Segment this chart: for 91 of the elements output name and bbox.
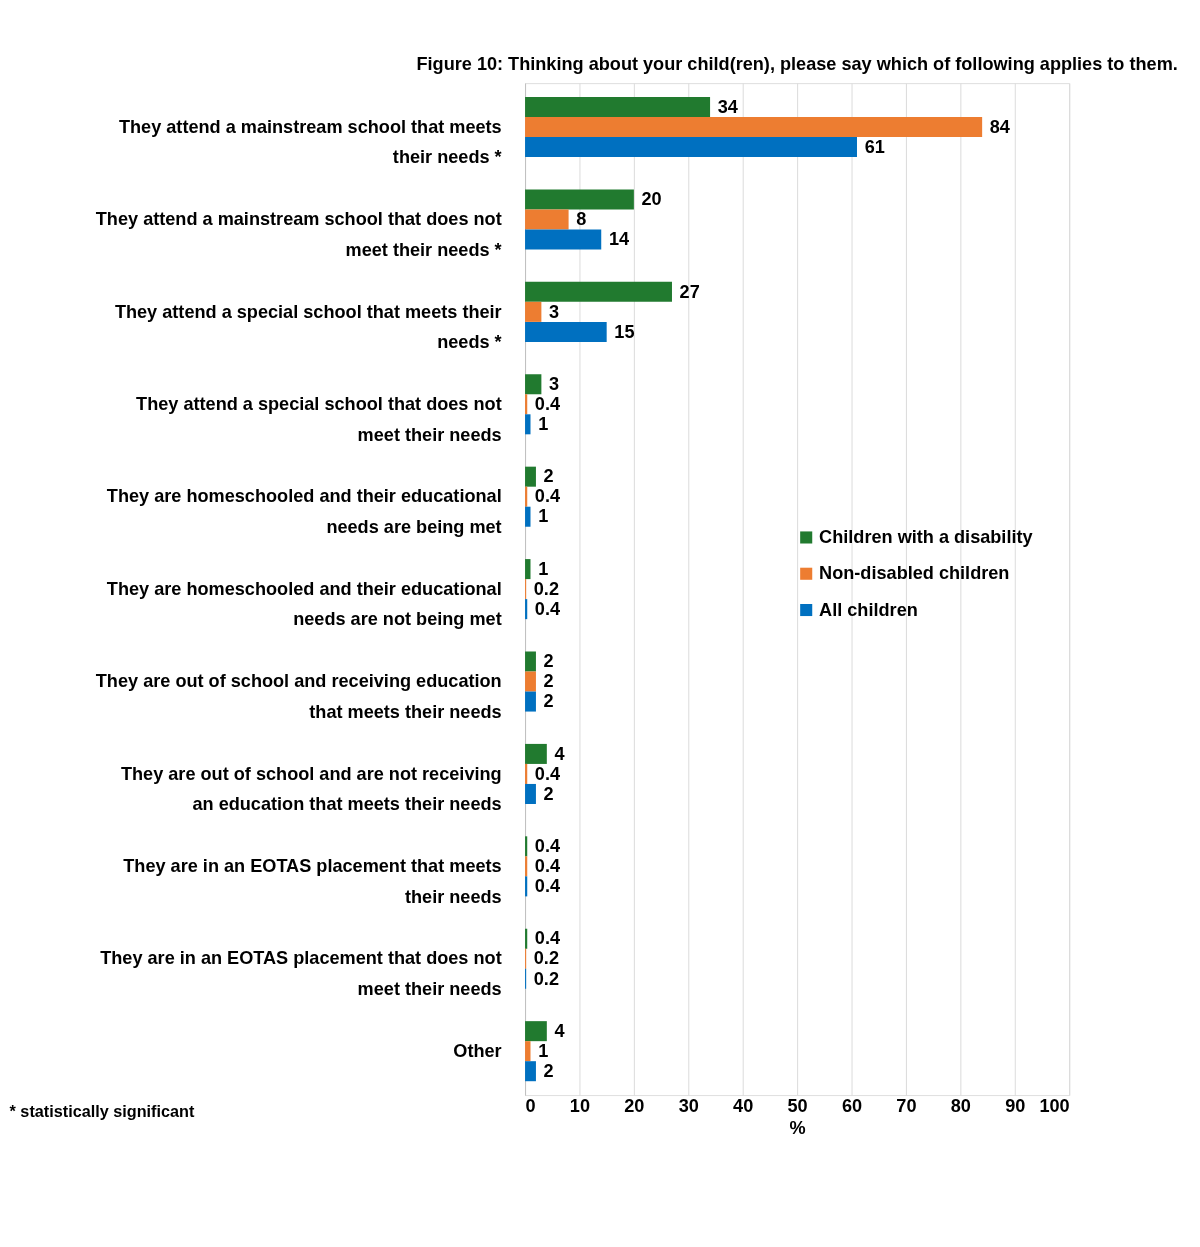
bar	[525, 229, 602, 250]
bar	[525, 394, 528, 415]
data-label: 0.4	[534, 876, 561, 897]
data-label: 2	[543, 466, 554, 487]
y-tick-label: They are homeschooled and their educational needs are being met	[106, 486, 502, 537]
data-label: 84	[989, 116, 1010, 137]
data-label: 3	[549, 373, 560, 394]
text: * statistically significant	[9, 1102, 195, 1121]
data-label: 1	[538, 414, 549, 435]
data-label: 2	[543, 651, 554, 672]
data-label: 0.4	[534, 598, 561, 619]
bar	[525, 97, 711, 118]
x-axis-title: %	[789, 1117, 806, 1138]
y-tick-label: Other	[453, 1040, 502, 1061]
bar	[525, 506, 531, 527]
bar	[525, 209, 569, 230]
data-label: 2	[543, 671, 554, 692]
bar	[525, 189, 634, 210]
bar	[525, 783, 536, 804]
data-label: 0.2	[533, 968, 559, 989]
data-label: 27	[679, 281, 700, 302]
y-tick-label: They are in an EOTAS placement that does not meet their needs	[100, 948, 502, 1000]
data-label: 3	[549, 301, 560, 322]
data-label: 0.4	[534, 856, 561, 877]
x-tick-label: 30	[678, 1095, 699, 1116]
x-tick-label: 100	[1039, 1095, 1070, 1116]
x-tick-label: 0	[525, 1095, 536, 1116]
legend-label: Non-disabled children	[819, 563, 1010, 584]
data-label: 0.4	[534, 486, 561, 507]
bar	[525, 281, 672, 302]
data-label: 34	[717, 96, 738, 117]
bar	[525, 671, 536, 692]
bar	[525, 1021, 547, 1042]
bar	[525, 1041, 531, 1062]
bar	[525, 876, 528, 897]
bar	[525, 466, 536, 487]
data-label: 1	[538, 558, 549, 579]
data-label: 15	[614, 321, 635, 342]
y-tick-label: They attend a special school that meets their needs *	[114, 301, 503, 353]
x-tick-label: 60	[841, 1095, 863, 1116]
chart-title: Figure 10: Thinking about your child(ren), please say which of following applies to them.	[416, 53, 1178, 74]
data-label: 1	[538, 506, 549, 527]
x-tick-label: 70	[896, 1095, 917, 1116]
data-label: 0.4	[534, 763, 561, 784]
legend-label: All children	[819, 599, 918, 620]
x-tick-label: 50	[787, 1095, 808, 1116]
y-tick-label: They are out of school and receiving education that meets their needs	[95, 671, 502, 722]
bar	[525, 559, 531, 580]
bar	[525, 763, 528, 784]
y-tick-label: They are out of school and are not receiving an education that meets their needs	[120, 763, 502, 815]
data-label: 0.4	[534, 928, 561, 949]
y-tick-label: They attend a mainstream school that does not meet their needs *	[95, 209, 503, 260]
data-label: 2	[543, 691, 554, 712]
data-label: 2	[543, 783, 554, 804]
bar	[525, 486, 528, 507]
legend-label: Children with a disability	[819, 527, 1033, 548]
data-label: 0.4	[534, 394, 561, 415]
x-tick-label: 80	[950, 1095, 971, 1116]
data-label: 4	[554, 1020, 565, 1041]
bar	[525, 1061, 536, 1082]
bar	[525, 117, 983, 138]
bar	[525, 651, 536, 672]
bar	[525, 856, 528, 877]
data-label: 8	[576, 209, 587, 230]
y-tick-label: They are homeschooled and their educational needs are not being met	[106, 578, 502, 630]
bar	[525, 743, 547, 764]
data-label: 20	[641, 189, 662, 210]
x-tick-label: 10	[569, 1095, 591, 1116]
bar	[525, 836, 528, 857]
data-label: 1	[538, 1040, 549, 1061]
data-label: 0.2	[533, 948, 559, 969]
y-tick-label: They are in an EOTAS placement that meets their needs	[123, 856, 502, 907]
x-tick-label: 40	[733, 1095, 754, 1116]
bar	[525, 374, 542, 395]
data-label: 0.4	[534, 836, 561, 857]
data-label: 61	[864, 136, 885, 157]
y-tick-label: They attend a mainstream school that meets their needs *	[118, 116, 503, 168]
y-tick-label: They attend a special school that does not meet their needs	[136, 394, 502, 445]
x-tick-label: 20	[624, 1095, 645, 1116]
data-label: 2	[543, 1060, 554, 1081]
data-label: 4	[554, 743, 565, 764]
bar	[525, 691, 536, 712]
bar	[525, 928, 528, 949]
x-tick-label: 90	[1005, 1095, 1026, 1116]
bar	[525, 301, 542, 322]
bar	[525, 137, 857, 158]
bar	[525, 414, 531, 435]
data-label: 0.2	[533, 578, 559, 599]
bar	[525, 599, 528, 620]
bar	[525, 321, 607, 342]
data-label: 14	[608, 229, 630, 250]
